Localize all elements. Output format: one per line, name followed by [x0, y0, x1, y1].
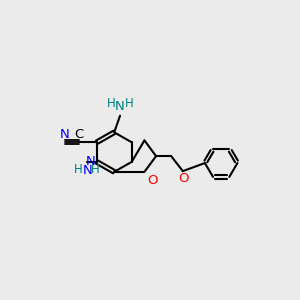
Text: H: H [124, 97, 133, 110]
Text: N: N [115, 100, 125, 113]
Text: O: O [178, 172, 188, 185]
Text: N: N [60, 128, 70, 141]
Text: N: N [82, 164, 92, 177]
Text: H: H [107, 97, 116, 110]
Text: N: N [86, 155, 96, 168]
Text: H: H [74, 163, 83, 176]
Text: H: H [91, 163, 100, 176]
Text: C: C [75, 128, 84, 141]
Text: O: O [147, 174, 158, 187]
